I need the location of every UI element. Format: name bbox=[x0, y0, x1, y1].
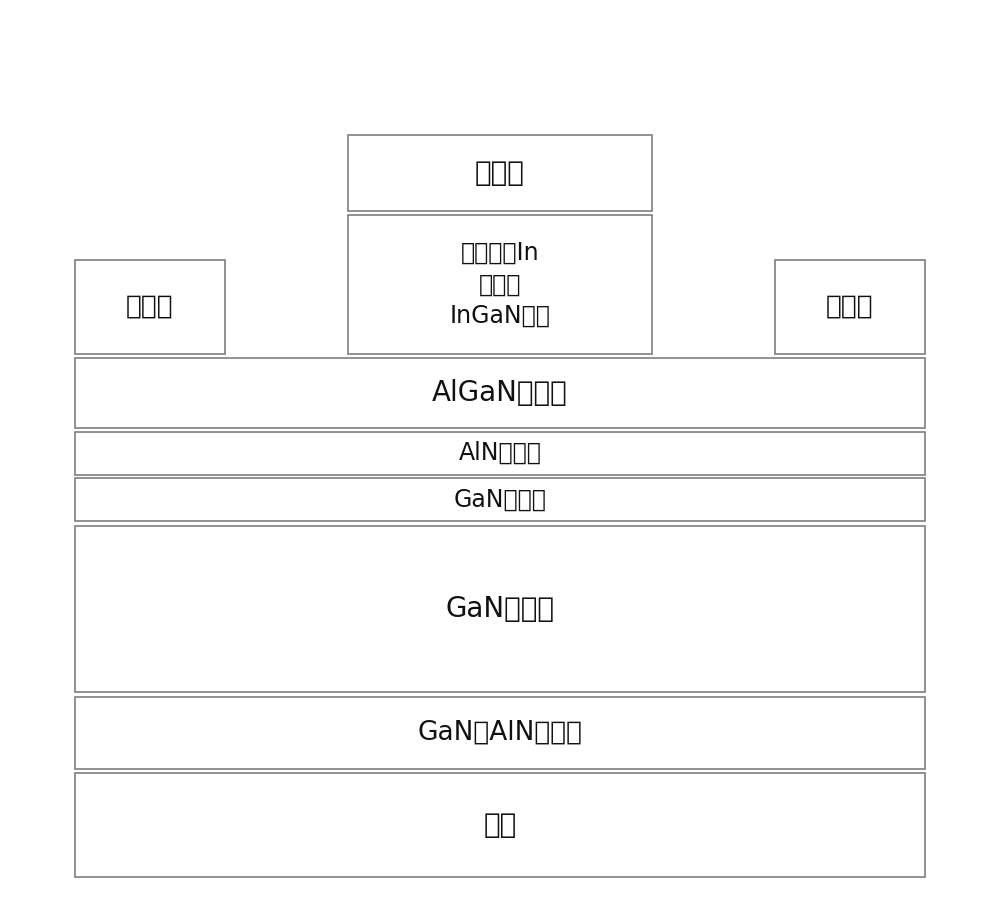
Bar bbox=[75, 697, 925, 769]
Bar bbox=[75, 526, 925, 692]
Bar bbox=[75, 260, 225, 354]
Text: AlN插入层: AlN插入层 bbox=[459, 441, 541, 465]
Text: GaN高阻层: GaN高阻层 bbox=[446, 595, 554, 623]
Bar bbox=[75, 773, 925, 877]
Text: AlGaN势垒层: AlGaN势垒层 bbox=[432, 378, 568, 407]
Bar bbox=[75, 478, 925, 521]
Bar bbox=[75, 432, 925, 475]
Text: 漏金属: 漏金属 bbox=[826, 294, 874, 320]
Text: 栅金属: 栅金属 bbox=[475, 159, 525, 187]
Bar bbox=[348, 215, 652, 354]
Text: GaN沟道层: GaN沟道层 bbox=[454, 488, 546, 512]
Bar bbox=[348, 135, 652, 211]
Text: GaN或AlN成核层: GaN或AlN成核层 bbox=[418, 720, 582, 745]
Text: 衬底: 衬底 bbox=[483, 811, 517, 839]
Bar bbox=[75, 358, 925, 428]
Text: 源金属: 源金属 bbox=[126, 294, 174, 320]
Text: 含有大量In
空位的
InGaN帽层: 含有大量In 空位的 InGaN帽层 bbox=[450, 241, 550, 328]
Bar bbox=[775, 260, 925, 354]
